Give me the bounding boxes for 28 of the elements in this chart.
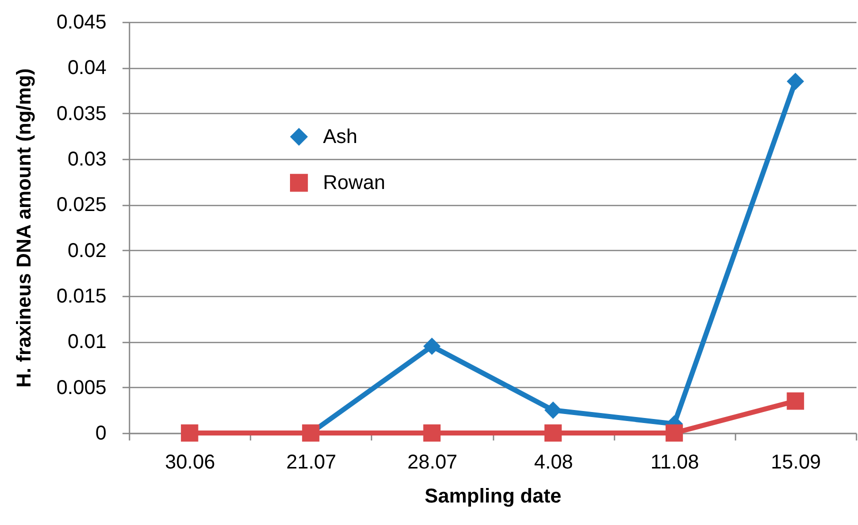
x-tick-label: 11.08 <box>650 452 700 474</box>
y-tick-label: 0.025 <box>56 194 106 216</box>
legend-label: Rowan <box>322 172 386 194</box>
point <box>666 424 683 442</box>
y-tick-label: 0.035 <box>56 102 106 125</box>
point <box>786 72 804 90</box>
x-axis-title: Sampling date <box>424 486 562 508</box>
x-tick-label: 30.06 <box>165 452 216 474</box>
point <box>544 402 562 419</box>
x-tick-label: 28.07 <box>407 452 458 474</box>
y-tick-label: 0.01 <box>68 331 106 354</box>
point <box>180 424 198 442</box>
x-tick-label: 21.07 <box>286 452 336 474</box>
y-tick-label: 0.03 <box>68 148 106 170</box>
point <box>544 424 562 442</box>
y-tick-label: 0.045 <box>56 12 106 34</box>
point <box>423 424 441 442</box>
x-tick-label: 4.08 <box>534 452 574 474</box>
y-axis-title: H. fraxineus DNA amount (ng/mg) <box>13 68 36 388</box>
legend-label: Ash <box>322 126 358 148</box>
y-tick-label: 0.005 <box>56 376 106 399</box>
x-tick-label: 15.09 <box>770 452 821 474</box>
y-tick-label: 0.02 <box>68 240 106 262</box>
point <box>786 392 804 410</box>
point <box>423 338 441 355</box>
y-tick-label: 0.04 <box>68 57 106 80</box>
y-tick-label: 0.015 <box>56 286 106 308</box>
y-tick-label: 0 <box>95 422 106 444</box>
